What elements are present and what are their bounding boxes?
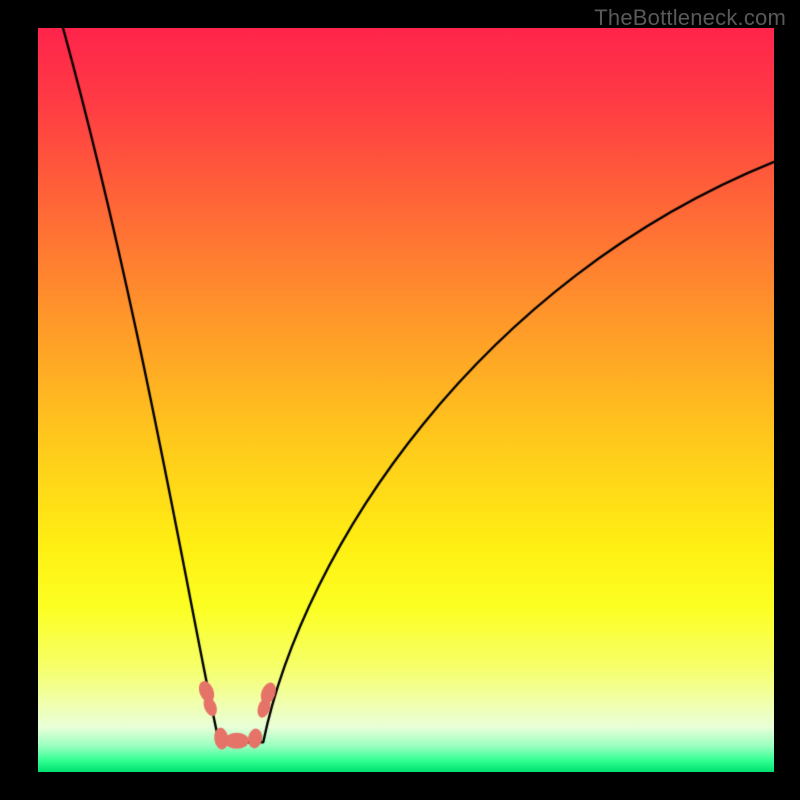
bottleneck-curve-canvas	[0, 0, 800, 800]
watermark-text: TheBottleneck.com	[594, 5, 786, 31]
chart-stage: TheBottleneck.com	[0, 0, 800, 800]
